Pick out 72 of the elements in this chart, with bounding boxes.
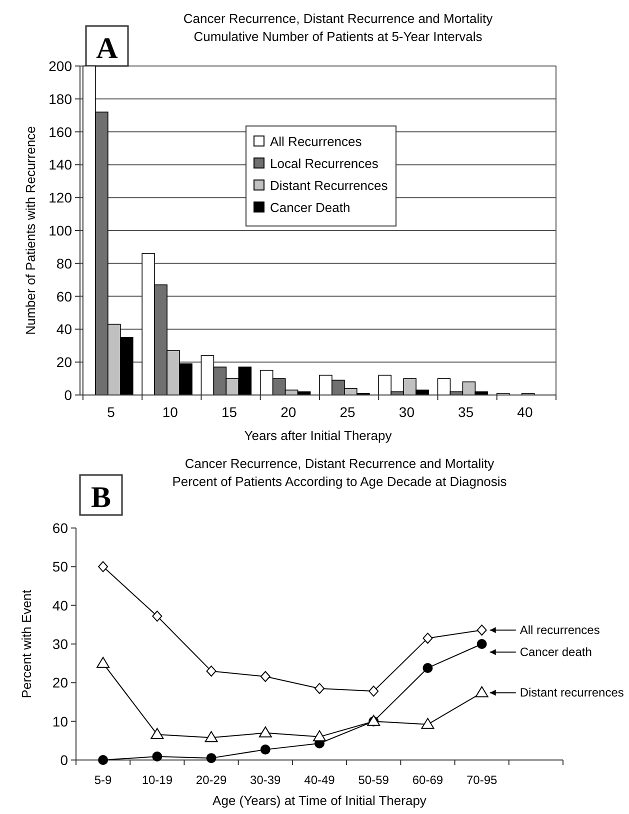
point <box>368 686 379 697</box>
point <box>421 718 434 729</box>
x-tick-label: 30-39 <box>250 773 282 787</box>
x-tick-label: 60-69 <box>412 773 444 787</box>
point <box>96 656 110 668</box>
chart-title: Cancer Recurrence, Distant Recurrence and Mortality <box>184 456 495 471</box>
y-tick-label: 20 <box>56 354 72 370</box>
x-axis-title: Years after Initial Therapy <box>244 428 392 443</box>
chart-title: Cancer Recurrence, Distant Recurrence and Mortality <box>183 11 494 26</box>
x-tick-label: 40-49 <box>304 773 336 787</box>
y-tick-label: 0 <box>64 387 72 403</box>
x-tick-label: 5 <box>107 404 116 420</box>
y-tick-label: 60 <box>56 288 72 304</box>
y-tick-label: 120 <box>48 190 72 206</box>
x-tick-label: 15 <box>222 404 238 420</box>
x-tick-label: 20 <box>280 404 296 420</box>
point <box>476 624 487 636</box>
x-tick-label: 10 <box>162 404 178 420</box>
point <box>422 632 433 644</box>
legend-label: All Recurrences <box>270 134 362 149</box>
x-tick-label: 10-19 <box>142 773 173 787</box>
point <box>206 666 216 677</box>
point <box>314 682 324 694</box>
x-tick-label: 40 <box>517 404 533 420</box>
x-tick-label: 70-95 <box>466 773 498 787</box>
point <box>313 730 326 742</box>
point <box>204 731 218 742</box>
chart-subtitle: Percent of Patients According to Age Decade at Diagnosis <box>172 474 508 489</box>
y-tick-label: 40 <box>52 597 68 614</box>
legend-label: Cancer Death <box>270 200 350 215</box>
y-tick-label: 40 <box>56 321 72 338</box>
y-tick-label: 20 <box>52 674 68 691</box>
text: Distant recurrences <box>520 686 624 700</box>
y-axis-title: Number of Patients with Recurrence <box>23 126 38 335</box>
point <box>152 610 162 622</box>
x-tick-label: 20-29 <box>196 773 227 787</box>
y-tick-label: 180 <box>48 90 72 107</box>
x-tick-label: 35 <box>458 404 474 420</box>
chart-subtitle: Cumulative Number of Patients at 5-Year Intervals <box>194 29 483 44</box>
y-axis-title: Percent with Event <box>19 589 34 698</box>
y-tick-label: 30 <box>52 636 68 652</box>
point <box>152 752 162 762</box>
x-tick-label: 30 <box>398 404 415 420</box>
text: Cancer death <box>520 645 592 660</box>
x-tick-label: 50-59 <box>358 773 390 787</box>
legend-label: Local Recurrences <box>270 156 379 171</box>
y-tick-label: 60 <box>52 520 68 536</box>
point <box>258 726 272 738</box>
point <box>150 728 164 739</box>
point <box>98 755 108 765</box>
point <box>206 753 216 764</box>
point <box>98 561 108 572</box>
y-tick-label: 100 <box>48 222 72 238</box>
legend-label: Distant Recurrences <box>270 178 388 193</box>
y-tick-label: 50 <box>52 558 68 575</box>
y-tick-label: 200 <box>48 58 72 74</box>
point <box>475 686 488 698</box>
point <box>260 670 270 682</box>
x-axis-title: Age (Years) at Time of Initial Therapy <box>212 793 427 808</box>
text: All recurrences <box>520 623 600 638</box>
point <box>476 639 487 649</box>
y-tick-label: 0 <box>60 752 68 768</box>
y-tick-label: 140 <box>48 156 72 173</box>
y-tick-label: 160 <box>48 124 72 140</box>
text: B <box>90 481 112 514</box>
point <box>260 744 270 755</box>
y-tick-label: 80 <box>56 255 72 272</box>
x-tick-label: 25 <box>340 404 356 420</box>
x-tick-label: 5-9 <box>94 773 112 787</box>
y-tick-label: 10 <box>52 713 68 730</box>
text: A <box>96 32 118 65</box>
point <box>422 662 433 673</box>
